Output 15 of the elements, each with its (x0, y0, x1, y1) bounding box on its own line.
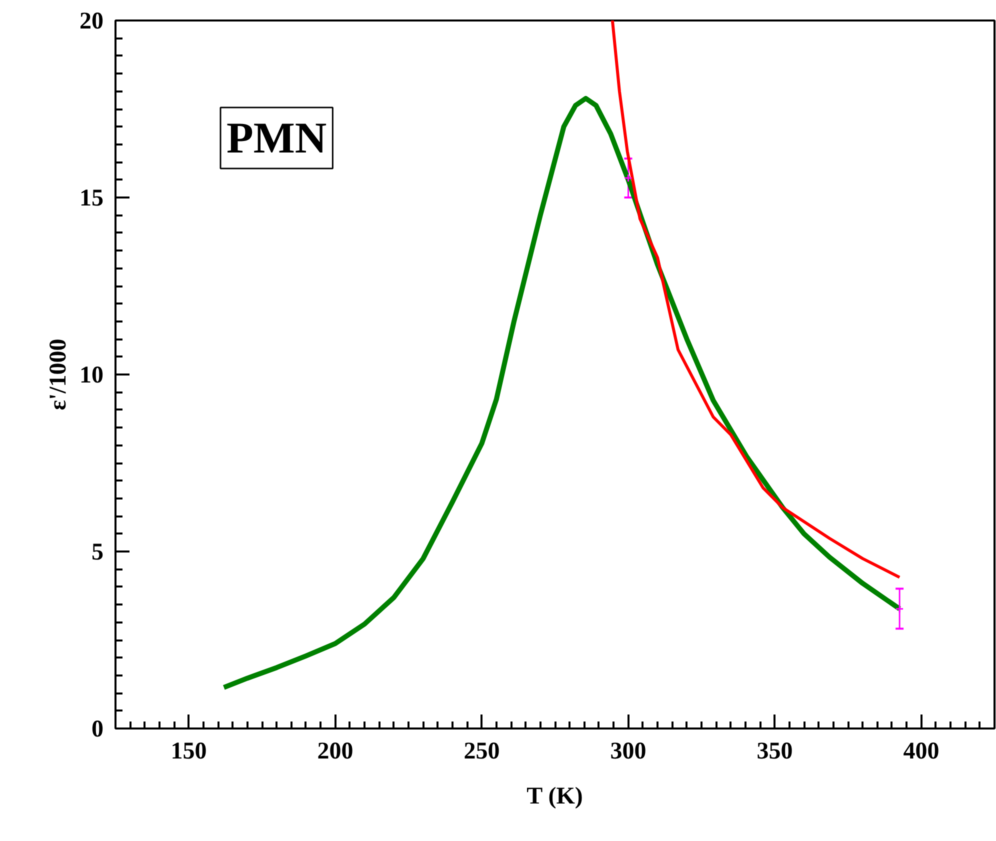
y-tick-label: 10 (80, 362, 104, 388)
y-axis-title: ε'/1000 (46, 338, 72, 410)
x-tick-label: 250 (464, 738, 500, 764)
x-tick-label: 150 (170, 738, 207, 764)
y-tick-label: 15 (80, 186, 104, 212)
x-tick-label: 350 (756, 738, 793, 764)
annotation: PMN (226, 114, 327, 162)
x-tick-label: 200 (317, 738, 354, 764)
x-tick-label: 400 (903, 738, 940, 764)
y-tick-label: 0 (92, 716, 104, 742)
y-tick-label: 5 (92, 540, 104, 566)
x-tick-label: 300 (610, 738, 646, 764)
line-series (610, 20, 902, 579)
y-tick-label: 20 (80, 8, 104, 34)
x-axis-title: T (K) (526, 784, 583, 810)
